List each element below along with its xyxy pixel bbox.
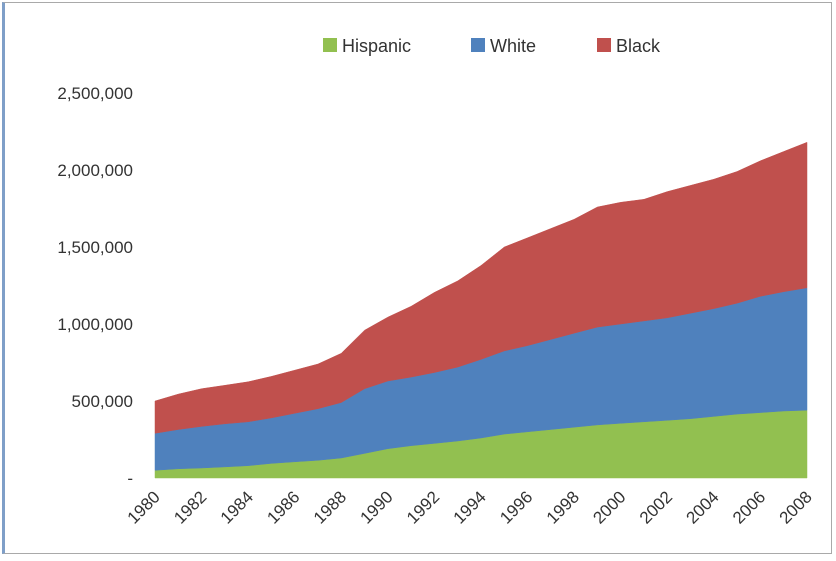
y-tick-label: 1,000,000 — [57, 315, 133, 334]
legend-swatch-black — [597, 38, 611, 52]
y-tick-label: 1,500,000 — [57, 238, 133, 257]
legend-swatch-hispanic — [323, 38, 337, 52]
x-tick-label: 1986 — [263, 487, 303, 527]
chart-areas — [154, 141, 808, 479]
y-tick-label: - — [127, 469, 133, 488]
stacked-area-chart: - 500,000 1,000,000 1,500,000 2,000,000 2,500… — [57, 36, 816, 528]
x-tick-label: 2006 — [729, 487, 769, 527]
area-black — [154, 141, 808, 434]
legend-label-black: Black — [616, 36, 661, 56]
y-tick-label: 500,000 — [72, 392, 133, 411]
legend: Hispanic White Black — [323, 36, 661, 56]
x-tick-label: 1984 — [217, 487, 257, 527]
legend-label-white: White — [490, 36, 536, 56]
x-tick-label: 2002 — [636, 487, 676, 527]
x-tick-label: 1982 — [170, 487, 210, 527]
x-tick-label: 2004 — [683, 487, 723, 527]
x-tick-label: 1980 — [124, 487, 164, 527]
y-axis: - 500,000 1,000,000 1,500,000 2,000,000 2,500… — [57, 84, 133, 488]
x-tick-label: 1998 — [543, 487, 583, 527]
x-tick-label: 1992 — [403, 487, 443, 527]
legend-swatch-white — [471, 38, 485, 52]
x-tick-label: 1996 — [496, 487, 536, 527]
x-tick-label: 1990 — [357, 487, 397, 527]
x-tick-label: 1994 — [450, 487, 490, 527]
y-tick-label: 2,500,000 — [57, 84, 133, 103]
legend-label-hispanic: Hispanic — [342, 36, 411, 56]
chart-frame: - 500,000 1,000,000 1,500,000 2,000,000 2,500… — [2, 2, 832, 554]
y-tick-label: 2,000,000 — [57, 161, 133, 180]
x-tick-label: 2008 — [776, 487, 816, 527]
x-tick-label: 1988 — [310, 487, 350, 527]
x-tick-label: 2000 — [589, 487, 629, 527]
x-axis: 1980 1982 1984 1986 1988 1990 1992 1994 1996 1998… — [124, 487, 816, 527]
